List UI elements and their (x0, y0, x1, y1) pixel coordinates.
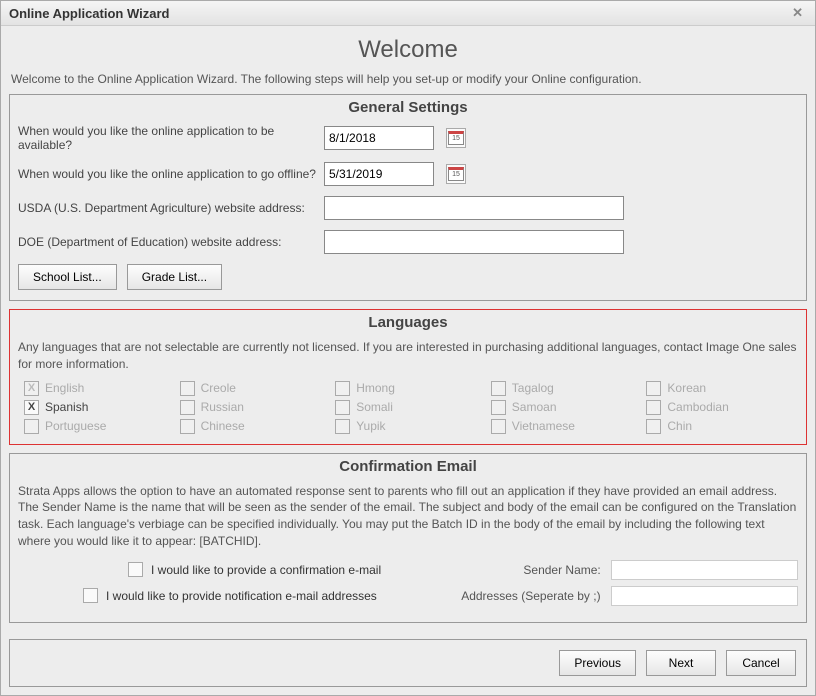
sender-name-input[interactable] (611, 560, 798, 580)
language-item: Creole (180, 381, 326, 396)
language-item: Portuguese (24, 419, 170, 434)
provide-confirmation-checkbox[interactable] (128, 562, 143, 577)
language-checkbox (491, 381, 506, 396)
language-item: Cambodian (646, 400, 792, 415)
language-checkbox: X (24, 381, 39, 396)
page-title: Welcome (9, 36, 807, 64)
language-label: Spanish (45, 400, 88, 414)
language-item: X English (24, 381, 170, 396)
calendar-icon: 15 (448, 167, 464, 181)
provide-notification-label: I would like to provide notification e-m… (106, 589, 377, 603)
calendar-icon: 15 (448, 131, 464, 145)
grade-list-button[interactable]: Grade List... (127, 264, 222, 290)
addresses-input[interactable] (611, 586, 798, 606)
window-title: Online Application Wizard (9, 6, 169, 21)
language-label: Cambodian (667, 400, 728, 414)
language-checkbox (646, 381, 661, 396)
language-item: Tagalog (491, 381, 637, 396)
language-checkbox (335, 419, 350, 434)
language-checkbox (24, 419, 39, 434)
language-label: English (45, 381, 84, 395)
doe-label: DOE (Department of Education) website ad… (18, 235, 318, 249)
language-checkbox (335, 381, 350, 396)
provide-notification-checkbox[interactable] (83, 588, 98, 603)
usda-label: USDA (U.S. Department Agriculture) websi… (18, 201, 318, 215)
school-list-button[interactable]: School List... (18, 264, 117, 290)
general-settings-title: General Settings (18, 99, 798, 116)
language-item: Chin (646, 419, 792, 434)
confirmation-section: Confirmation Email Strata Apps allows th… (9, 453, 807, 623)
content-area: Welcome Welcome to the Online Applicatio… (1, 26, 815, 639)
language-label: Tagalog (512, 381, 554, 395)
language-item: Hmong (335, 381, 481, 396)
language-item: Samoan (491, 400, 637, 415)
footer-bar: Previous Next Cancel (9, 639, 807, 687)
offline-date-input[interactable] (324, 162, 434, 186)
usda-input[interactable] (324, 196, 624, 220)
language-checkbox (335, 400, 350, 415)
available-label: When would you like the online applicati… (18, 124, 318, 152)
language-item: Somali (335, 400, 481, 415)
confirmation-title: Confirmation Email (18, 458, 798, 475)
general-settings-section: General Settings When would you like the… (9, 94, 807, 301)
provide-confirmation-label: I would like to provide a confirmation e… (151, 563, 381, 577)
language-label: Creole (201, 381, 236, 395)
language-label: Vietnamese (512, 419, 575, 433)
confirmation-desc: Strata Apps allows the option to have an… (18, 483, 798, 550)
language-checkbox (491, 400, 506, 415)
doe-input[interactable] (324, 230, 624, 254)
languages-section: Languages Any languages that are not sel… (9, 309, 807, 445)
language-item: Yupik (335, 419, 481, 434)
language-label: Samoan (512, 400, 557, 414)
language-checkbox (180, 381, 195, 396)
offline-label: When would you like the online applicati… (18, 167, 318, 181)
next-button[interactable]: Next (646, 650, 716, 676)
language-label: Hmong (356, 381, 395, 395)
intro-text: Welcome to the Online Application Wizard… (9, 72, 807, 86)
language-checkbox (180, 400, 195, 415)
language-item: Chinese (180, 419, 326, 434)
language-checkbox (180, 419, 195, 434)
previous-button[interactable]: Previous (559, 650, 636, 676)
cancel-button[interactable]: Cancel (726, 650, 796, 676)
language-label: Russian (201, 400, 244, 414)
language-item: Russian (180, 400, 326, 415)
language-item: Korean (646, 381, 792, 396)
language-label: Chin (667, 419, 692, 433)
close-icon[interactable]: ✕ (788, 5, 807, 21)
wizard-window: Online Application Wizard ✕ Welcome Welc… (0, 0, 816, 696)
languages-title: Languages (18, 314, 798, 331)
available-calendar-button[interactable]: 15 (446, 128, 466, 148)
language-item: X Spanish (24, 400, 170, 415)
language-checkbox[interactable]: X (24, 400, 39, 415)
language-item: Vietnamese (491, 419, 637, 434)
languages-grid: X English Creole Hmong Tagalog Korean X Spanish… (18, 381, 798, 434)
available-date-input[interactable] (324, 126, 434, 150)
offline-calendar-button[interactable]: 15 (446, 164, 466, 184)
language-label: Chinese (201, 419, 245, 433)
language-checkbox (491, 419, 506, 434)
language-label: Portuguese (45, 419, 106, 433)
titlebar: Online Application Wizard ✕ (1, 1, 815, 26)
languages-desc: Any languages that are not selectable ar… (18, 339, 798, 373)
language-label: Somali (356, 400, 393, 414)
addresses-label: Addresses (Seperate by ;) (453, 589, 601, 603)
language-label: Yupik (356, 419, 385, 433)
sender-name-label: Sender Name: (453, 563, 601, 577)
language-checkbox (646, 419, 661, 434)
language-label: Korean (667, 381, 706, 395)
language-checkbox (646, 400, 661, 415)
